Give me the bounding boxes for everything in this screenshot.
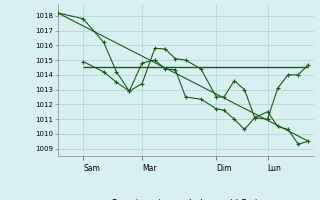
Text: Mar: Mar xyxy=(142,164,157,173)
Text: Pression niveau de la mer( hPa ): Pression niveau de la mer( hPa ) xyxy=(112,199,259,200)
Text: Dim: Dim xyxy=(216,164,232,173)
Text: Sam: Sam xyxy=(83,164,100,173)
Text: Lun: Lun xyxy=(268,164,281,173)
